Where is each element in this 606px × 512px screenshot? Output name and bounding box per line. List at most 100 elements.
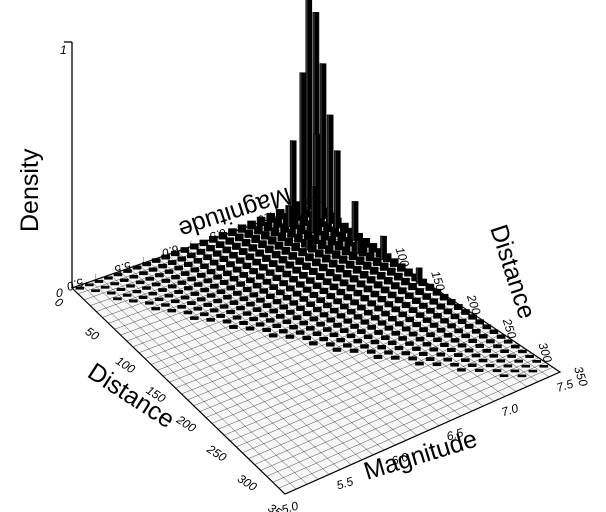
ridge-bar bbox=[292, 315, 302, 321]
ridge-bar bbox=[158, 263, 167, 269]
density-bar-face bbox=[311, 186, 314, 234]
grid-line-distance bbox=[278, 367, 553, 489]
ridge-bar bbox=[196, 297, 206, 302]
distance-tick-label: 50 bbox=[83, 324, 102, 343]
ridge-bar bbox=[521, 364, 531, 368]
grid-line-distance bbox=[242, 338, 511, 453]
ridge-bar bbox=[426, 307, 435, 314]
ridge-bar bbox=[349, 275, 359, 283]
ridge-bar bbox=[397, 263, 406, 272]
grid-line-distance bbox=[254, 347, 525, 465]
ridge-bar bbox=[148, 291, 158, 296]
ridge-bar bbox=[226, 261, 235, 268]
ridge-bar bbox=[454, 304, 463, 311]
ridge-bar bbox=[187, 252, 196, 259]
ridge-bar bbox=[94, 279, 104, 283]
ridge-bar bbox=[303, 229, 313, 240]
back-distance-tick-label: 200 bbox=[464, 292, 484, 317]
ridge-bar bbox=[381, 310, 390, 317]
ridge-bar bbox=[132, 265, 142, 270]
ridge-bar bbox=[268, 260, 278, 267]
ridge-bar bbox=[309, 316, 319, 322]
ridge-bar bbox=[525, 354, 534, 358]
ridge-bar bbox=[148, 267, 158, 272]
ridge-bar bbox=[222, 319, 232, 324]
ridge-bar bbox=[187, 301, 196, 306]
ridge-bar bbox=[145, 301, 154, 305]
back-distance-tick-label: 150 bbox=[428, 269, 448, 293]
ridge-bar bbox=[429, 347, 439, 352]
ridge-bar bbox=[374, 330, 383, 335]
ridge-bar bbox=[321, 254, 331, 263]
ridge-bar bbox=[309, 267, 318, 275]
ridge-bar bbox=[357, 304, 366, 311]
ridge-bar bbox=[255, 322, 265, 327]
ridge-bar bbox=[161, 254, 170, 260]
ridge-bar bbox=[384, 350, 393, 355]
ridge-bar bbox=[248, 244, 258, 252]
ridge-bar bbox=[247, 220, 256, 230]
ridge-bar bbox=[85, 283, 94, 287]
ridge-bar bbox=[299, 296, 309, 302]
ridge-bar bbox=[440, 318, 449, 324]
ridge-bar bbox=[503, 364, 513, 368]
ridge-bar bbox=[263, 222, 273, 232]
ridge-bar bbox=[161, 278, 171, 283]
ridge-bar bbox=[443, 333, 453, 338]
ridge-bar bbox=[238, 248, 248, 256]
ridge-bar bbox=[213, 274, 222, 280]
grid-line-magnitude bbox=[81, 284, 297, 490]
ridge-bar bbox=[242, 286, 252, 293]
grid-line-distance bbox=[260, 352, 532, 471]
ridge-bar bbox=[510, 369, 520, 373]
ridge-bar bbox=[313, 306, 322, 313]
ridge-bar bbox=[475, 319, 485, 325]
ridge-bar bbox=[203, 254, 212, 261]
ridge-bar bbox=[305, 253, 314, 262]
ridge-bar bbox=[129, 299, 138, 303]
ridge-bar bbox=[252, 258, 261, 266]
ridge-bar bbox=[215, 241, 225, 249]
ridge-bar bbox=[478, 358, 488, 363]
ridge-bar bbox=[360, 319, 370, 325]
grid-line-magnitude bbox=[100, 277, 319, 480]
ridge-bar bbox=[368, 243, 378, 253]
ridge-bar bbox=[377, 320, 387, 326]
ridge-bar bbox=[177, 256, 187, 262]
ridge-bar bbox=[353, 314, 363, 320]
ridge-bar bbox=[236, 305, 245, 311]
z-tick-1: 1 bbox=[60, 43, 67, 57]
ridge-bar bbox=[471, 329, 481, 334]
ridge-bar bbox=[213, 298, 222, 304]
ridge-bar bbox=[234, 233, 244, 242]
ridge-bar bbox=[401, 351, 411, 356]
ridge-bar bbox=[272, 323, 282, 329]
ridge-bar bbox=[336, 313, 346, 319]
ridge-bar bbox=[229, 325, 238, 329]
ridge-bar bbox=[292, 290, 302, 297]
ridge-bar bbox=[364, 309, 373, 316]
ridge-bar bbox=[386, 267, 396, 276]
ridge-bar bbox=[468, 338, 477, 343]
ridge-bar bbox=[142, 286, 151, 290]
ridge-bar bbox=[464, 348, 474, 353]
ridge-bar bbox=[249, 316, 258, 322]
ridge-bar bbox=[206, 293, 216, 298]
ridge-bar bbox=[457, 318, 467, 324]
ridge-bar bbox=[363, 285, 373, 293]
z-tick-0: 0 bbox=[56, 286, 63, 300]
ridge-bar bbox=[443, 308, 453, 315]
ridge-bar bbox=[170, 250, 180, 257]
ridge-bar bbox=[324, 245, 334, 254]
ridge-bar bbox=[390, 355, 400, 360]
ridge-bar bbox=[170, 299, 180, 304]
ridge-bar bbox=[489, 354, 499, 358]
back-distance-tick-label: 350 bbox=[571, 365, 591, 389]
ridge-bar bbox=[282, 319, 292, 325]
ridge-bar bbox=[309, 341, 318, 346]
ridge-bar bbox=[422, 293, 431, 300]
ridge-bar bbox=[366, 276, 376, 284]
ridge-bar bbox=[331, 250, 341, 259]
ridge-bar bbox=[429, 322, 439, 328]
ridge-bar bbox=[370, 315, 380, 321]
